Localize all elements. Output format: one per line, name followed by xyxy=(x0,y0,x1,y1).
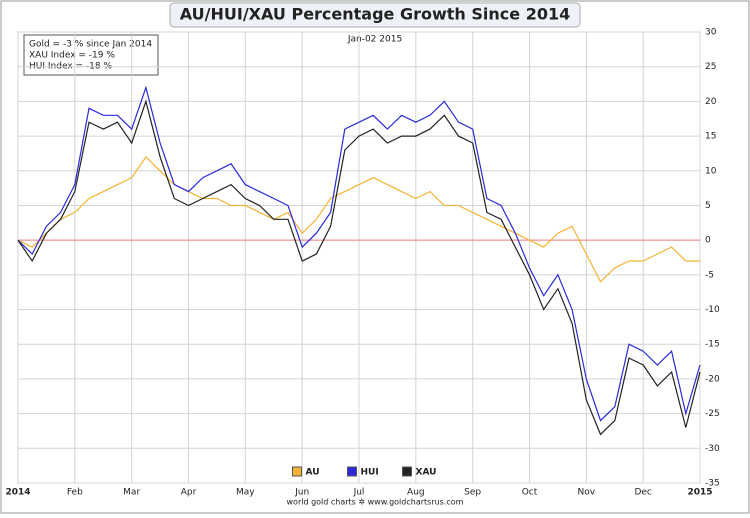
legend-swatch xyxy=(347,466,357,477)
x-tick-label: 2014 xyxy=(5,488,30,498)
y-tick-label: 10 xyxy=(705,166,717,176)
x-tick-label: Nov xyxy=(578,488,596,498)
x-tick-label: Sep xyxy=(464,488,481,498)
y-tick-label: 25 xyxy=(705,62,716,72)
x-tick-label: Mar xyxy=(123,488,140,498)
x-tick-label: Feb xyxy=(67,488,83,498)
y-tick-label: -20 xyxy=(705,374,720,384)
legend-swatch xyxy=(402,466,412,477)
y-tick-label: -15 xyxy=(705,340,720,350)
series-line xyxy=(17,99,701,436)
annotation: XAU Index = -19 % xyxy=(29,51,115,61)
x-tick-label: Jul xyxy=(353,488,365,498)
series-line xyxy=(17,155,700,283)
y-tick-label: -25 xyxy=(705,409,720,419)
y-tick-label: 30 xyxy=(705,28,717,38)
annotation: Gold = -3 % since Jan 2014 xyxy=(29,40,152,50)
legend-label: XAU xyxy=(416,468,437,478)
x-tick-label: Oct xyxy=(522,488,538,498)
y-tick-label: -35 xyxy=(705,479,720,489)
y-tick-label: 0 xyxy=(705,236,711,246)
title-box xyxy=(169,2,581,28)
x-tick-label: Dec xyxy=(634,488,651,498)
x-tick-label: Apr xyxy=(181,488,197,498)
legend-label: AU xyxy=(306,468,320,478)
legend-label: HUI xyxy=(361,468,379,478)
y-tick-label: -5 xyxy=(705,270,714,280)
x-tick-label: Aug xyxy=(407,488,425,498)
y-tick-label: -10 xyxy=(705,305,720,315)
y-tick-label: 15 xyxy=(705,132,716,142)
legend-swatch xyxy=(292,466,302,477)
source: world gold charts ✲ www.goldchartsrus.co… xyxy=(287,498,464,507)
y-tick-label: 5 xyxy=(705,201,711,211)
chart-title: AU/HUI/XAU Percentage Growth Since 2014 xyxy=(180,5,570,24)
annotation-box xyxy=(23,34,159,76)
x-tick-label: May xyxy=(236,488,255,498)
series-line xyxy=(17,85,701,422)
y-tick-label: 20 xyxy=(705,97,717,107)
x-tick-label: 2015 xyxy=(687,488,712,498)
y-tick-label: -30 xyxy=(705,444,720,454)
subtitle: Jan-02 2015 xyxy=(347,35,402,45)
x-tick-label: Jun xyxy=(294,488,309,498)
